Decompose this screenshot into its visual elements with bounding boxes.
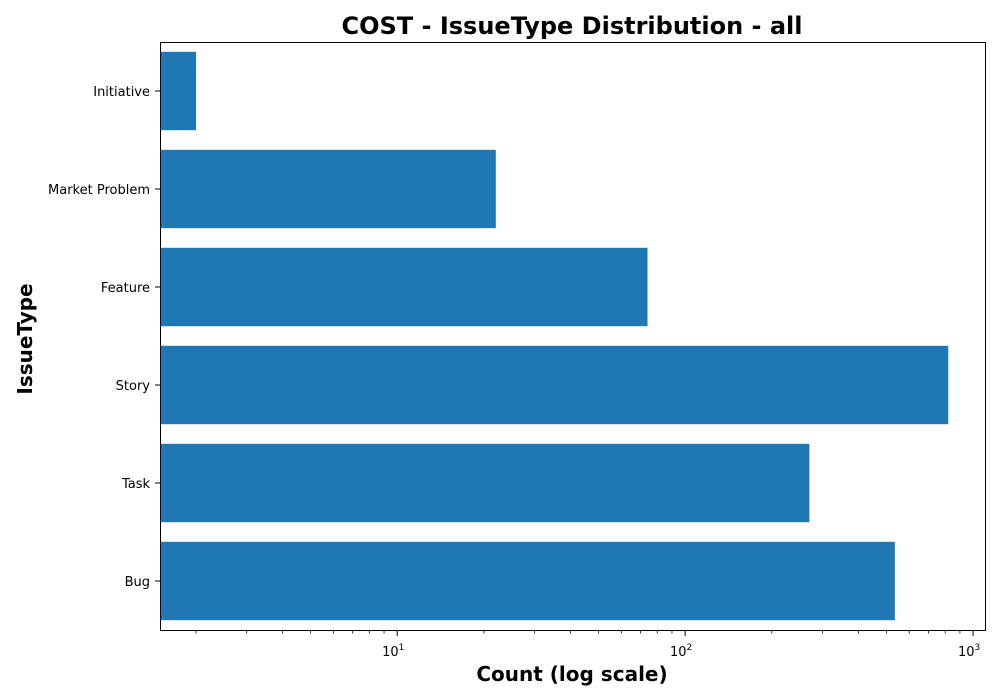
x-tick-base: 10 [958,645,975,660]
bar-task [160,443,810,523]
x-tick-base: 10 [670,645,687,660]
bar-bug [160,541,895,621]
bar-initiative [160,51,196,131]
x-tick-label: 102 [670,643,692,660]
y-tick-label: Feature [101,281,150,296]
y-tick-label: Task [121,477,151,492]
bar-market-problem [160,149,496,229]
bar-story [160,345,949,425]
y-tick-label: Initiative [93,85,150,100]
x-tick-label: 103 [958,643,980,660]
x-tick-exponent: 2 [687,643,693,653]
x-tick-base: 10 [382,645,399,660]
y-tick-label: Story [116,379,151,394]
y-axis-label: IssueType [13,283,37,394]
y-tick-label: Market Problem [48,183,150,198]
x-tick-label: 101 [382,643,404,660]
x-tick-exponent: 1 [399,643,405,653]
x-tick-exponent: 3 [974,643,980,653]
x-axis-label: Count (log scale) [476,662,667,686]
y-tick-label: Bug [125,575,150,590]
plot-frame [160,42,986,631]
chart-title: COST - IssueType Distribution - all [341,12,802,40]
bar-feature [160,247,648,327]
ticks-layer: Bug Task Story Feature Market Problem Initiat… [48,85,980,660]
bars-layer [160,51,949,621]
